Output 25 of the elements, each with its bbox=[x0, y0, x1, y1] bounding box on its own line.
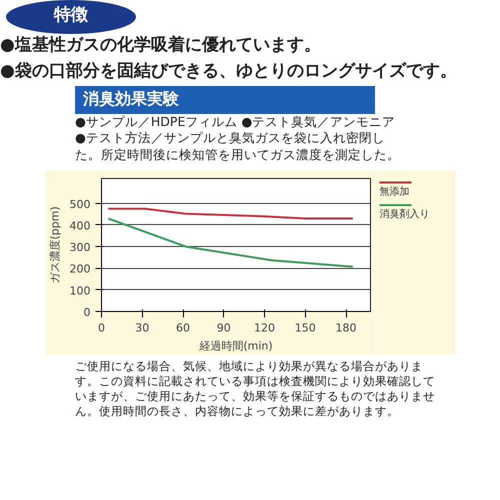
legend-label: 無添加 bbox=[380, 185, 410, 198]
chart-title: 消臭効果実験 bbox=[83, 89, 179, 110]
y-tick-label: 200 bbox=[70, 262, 91, 276]
x-tick-label: 150 bbox=[294, 322, 316, 334]
text: ●塩基性ガスの化学吸着に優れています。 bbox=[0, 34, 321, 56]
x-tick-label: 120 bbox=[254, 322, 276, 334]
x-tick-label: 30 bbox=[135, 322, 150, 334]
x-tick-label: 180 bbox=[336, 322, 357, 334]
y-tick-label: 100 bbox=[70, 284, 91, 298]
y-tick-label: 300 bbox=[70, 241, 91, 254]
y-axis-title: ガス濃度(ppm) bbox=[48, 206, 62, 284]
line-series bbox=[107, 208, 354, 220]
chart-subtitle: ●サンプル／HDPEフィルム ●テスト臭気／アンモニア ●テスト方法／サンプルと臭気ガスを袋に入れ密閉した。所定時間後に検知管を用いてガス濃度を測定した。 bbox=[75, 114, 401, 163]
line-series bbox=[107, 218, 354, 268]
x-tick-label: 0 bbox=[98, 322, 105, 334]
x-tick-label: 60 bbox=[176, 322, 190, 334]
y-tick-label: 500 bbox=[70, 198, 91, 211]
legend-label: 消臭剤入り bbox=[380, 208, 430, 220]
text: ●袋の口部分を固結びできる、ゆとりのロングサイズです。 bbox=[0, 60, 457, 82]
y-tick-label: 0 bbox=[84, 306, 90, 319]
text: ご使用になる場合、気候、地域により効果が異なる場合があります。この資料に記載されている事項は検査機関により効果確認していますが、ご使用にあたって、効果等を保証するものではありません。使用時間の長さ、内容物によって効果に差があります。 bbox=[75, 359, 435, 419]
x-tick-label: 90 bbox=[216, 322, 231, 334]
y-tick-label: 400 bbox=[70, 219, 91, 232]
x-axis-title: 経過時間(min) bbox=[198, 340, 273, 352]
text: 特徴 bbox=[54, 4, 88, 26]
